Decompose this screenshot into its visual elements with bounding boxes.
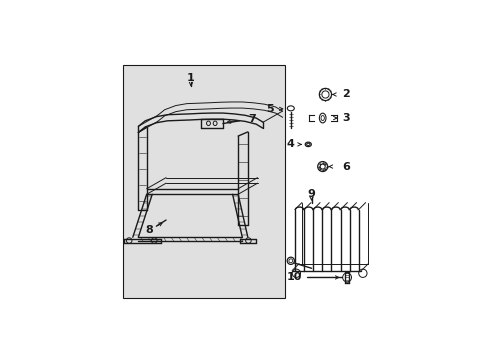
Text: 1: 1 [187,73,195,84]
Text: 9: 9 [307,189,315,199]
Bar [123,66,285,298]
Text: 6: 6 [342,162,349,172]
Text: 7: 7 [247,114,255,123]
Text: 4: 4 [285,139,293,149]
Text: 5: 5 [266,104,274,114]
Text: 3: 3 [342,113,349,123]
Text: 10: 10 [286,273,301,283]
Text: 2: 2 [342,90,349,99]
Text: 8: 8 [145,225,153,235]
